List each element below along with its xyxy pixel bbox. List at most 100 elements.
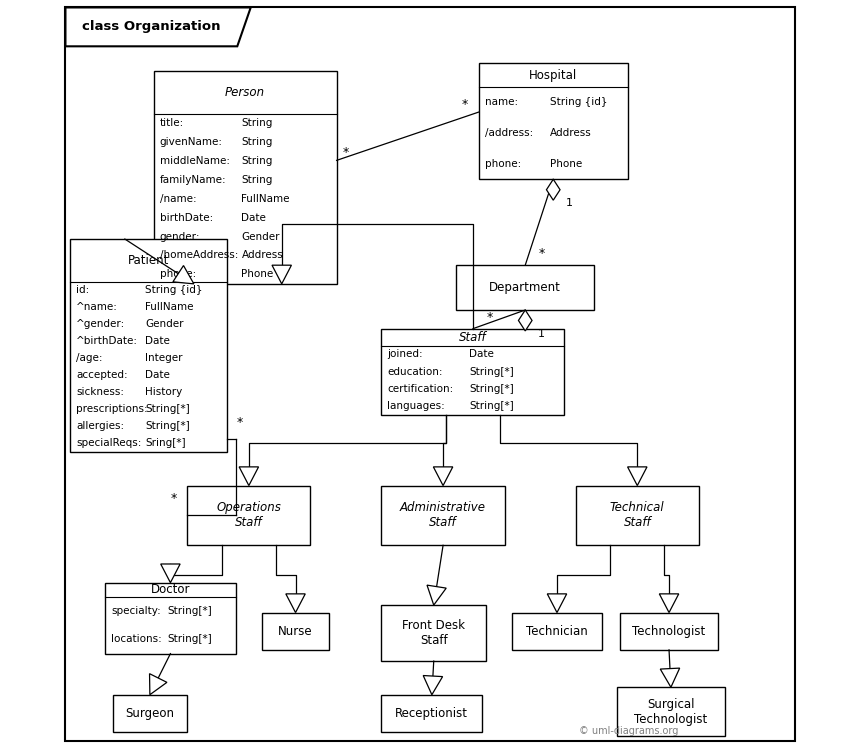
Text: Surgical
Technologist: Surgical Technologist [635, 698, 708, 725]
FancyBboxPatch shape [575, 486, 699, 545]
Text: Patient: Patient [127, 254, 169, 267]
Text: specialty:: specialty: [111, 606, 161, 616]
Text: String[*]: String[*] [168, 606, 212, 616]
Text: Technologist: Technologist [632, 624, 706, 638]
Text: ^name:: ^name: [76, 303, 118, 312]
Text: accepted:: accepted: [76, 371, 127, 380]
Text: String[*]: String[*] [470, 367, 514, 376]
FancyBboxPatch shape [513, 613, 602, 650]
Text: Operations
Staff: Operations Staff [217, 501, 281, 530]
Text: /age:: /age: [76, 353, 102, 363]
Text: title:: title: [160, 118, 184, 128]
Text: 1: 1 [538, 329, 545, 339]
Text: Surgeon: Surgeon [126, 707, 175, 720]
Text: String[*]: String[*] [470, 401, 514, 411]
Text: /name:: /name: [160, 193, 196, 204]
Polygon shape [546, 179, 560, 200]
Text: FullName: FullName [242, 193, 290, 204]
Text: Staff: Staff [459, 331, 487, 344]
Text: *: * [237, 416, 243, 430]
FancyBboxPatch shape [154, 71, 336, 284]
Text: education:: education: [387, 367, 443, 376]
Text: ^birthDate:: ^birthDate: [76, 336, 138, 346]
Text: Integer: Integer [145, 353, 182, 363]
Text: phone:: phone: [160, 270, 196, 279]
Text: Address: Address [242, 250, 283, 261]
Text: birthDate:: birthDate: [160, 213, 212, 223]
Text: String[*]: String[*] [168, 634, 212, 645]
Text: Nurse: Nurse [279, 624, 313, 638]
FancyBboxPatch shape [382, 605, 486, 661]
Text: *: * [342, 146, 348, 159]
Text: String[*]: String[*] [145, 404, 190, 415]
FancyBboxPatch shape [70, 239, 227, 452]
Text: /homeAddress:: /homeAddress: [160, 250, 238, 261]
Text: certification:: certification: [387, 384, 454, 394]
Text: Date: Date [145, 336, 170, 346]
Text: name:: name: [484, 97, 518, 107]
FancyBboxPatch shape [187, 486, 310, 545]
Text: Gender: Gender [145, 319, 184, 329]
Text: String[*]: String[*] [145, 421, 190, 431]
FancyBboxPatch shape [617, 687, 725, 736]
Text: Hospital: Hospital [529, 69, 577, 81]
Polygon shape [173, 265, 194, 284]
FancyBboxPatch shape [478, 63, 628, 179]
Text: phone:: phone: [484, 159, 521, 169]
FancyBboxPatch shape [105, 583, 236, 654]
Polygon shape [239, 467, 259, 486]
Polygon shape [547, 594, 567, 613]
Polygon shape [65, 7, 251, 46]
Text: Gender: Gender [242, 232, 280, 241]
Text: familyName:: familyName: [160, 175, 226, 185]
Text: String {id}: String {id} [550, 97, 608, 107]
Text: 1: 1 [566, 198, 573, 208]
Text: specialReqs:: specialReqs: [76, 438, 141, 448]
Text: FullName: FullName [145, 303, 194, 312]
Polygon shape [660, 594, 679, 613]
Text: givenName:: givenName: [160, 137, 223, 147]
Text: *: * [486, 311, 493, 324]
Polygon shape [628, 467, 647, 486]
Text: String {id}: String {id} [145, 285, 203, 295]
Text: Technician: Technician [526, 624, 588, 638]
FancyBboxPatch shape [620, 613, 717, 650]
Text: /address:: /address: [484, 128, 533, 138]
Polygon shape [660, 668, 679, 687]
FancyBboxPatch shape [113, 695, 187, 732]
Text: allergies:: allergies: [76, 421, 124, 431]
Text: Administrative
Staff: Administrative Staff [400, 501, 486, 530]
Text: languages:: languages: [387, 401, 445, 411]
Text: Date: Date [242, 213, 267, 223]
FancyBboxPatch shape [382, 329, 564, 415]
Text: ^gender:: ^gender: [76, 319, 126, 329]
Text: sickness:: sickness: [76, 388, 124, 397]
Text: String[*]: String[*] [470, 384, 514, 394]
Text: Technical
Staff: Technical Staff [610, 501, 665, 530]
FancyBboxPatch shape [382, 486, 505, 545]
Text: © uml-diagrams.org: © uml-diagrams.org [580, 725, 679, 736]
Text: *: * [538, 247, 544, 261]
Text: Receptionist: Receptionist [396, 707, 469, 720]
Text: Department: Department [489, 281, 562, 294]
Polygon shape [427, 585, 446, 605]
Text: String: String [242, 118, 273, 128]
Text: Phone: Phone [242, 270, 273, 279]
Text: Front Desk
Staff: Front Desk Staff [402, 619, 465, 647]
FancyBboxPatch shape [456, 265, 594, 310]
Text: locations:: locations: [111, 634, 162, 645]
Text: gender:: gender: [160, 232, 200, 241]
Polygon shape [272, 265, 292, 284]
Text: middleName:: middleName: [160, 156, 230, 166]
Text: Doctor: Doctor [150, 583, 190, 596]
Polygon shape [286, 594, 305, 613]
Text: Date: Date [145, 371, 170, 380]
Text: Phone: Phone [550, 159, 582, 169]
Text: String: String [242, 137, 273, 147]
FancyBboxPatch shape [262, 613, 329, 650]
Text: Person: Person [225, 86, 265, 99]
Text: *: * [170, 492, 177, 506]
Polygon shape [423, 675, 443, 695]
Text: id:: id: [76, 285, 89, 295]
Text: Sring[*]: Sring[*] [145, 438, 186, 448]
